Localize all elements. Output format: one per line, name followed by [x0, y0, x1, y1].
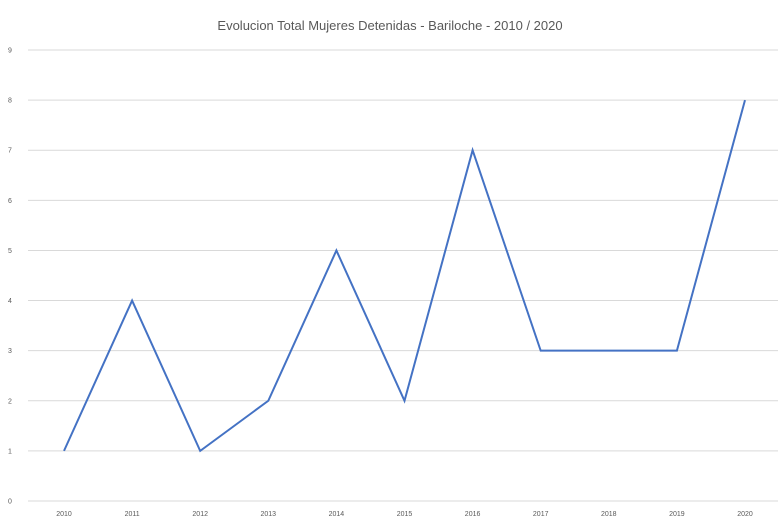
chart-title: Evolucion Total Mujeres Detenidas - Bari…	[217, 18, 563, 33]
x-tick-label: 2010	[56, 511, 72, 518]
x-tick-label: 2020	[737, 511, 753, 518]
x-tick-label: 2011	[125, 511, 140, 518]
x-tick-label: 2015	[397, 511, 413, 518]
x-tick-label: 2019	[669, 511, 685, 518]
x-tick-label: 2017	[533, 511, 549, 518]
y-tick-label: 7	[8, 148, 12, 155]
x-tick-label: 2016	[465, 511, 481, 518]
y-tick-label: 4	[8, 298, 12, 305]
series-line	[63, 99, 746, 453]
y-tick-label: 8	[8, 98, 12, 105]
x-tick-label: 2014	[329, 511, 345, 518]
y-tick-label: 3	[8, 348, 12, 355]
x-tick-label: 2013	[261, 511, 277, 518]
y-tick-label: 9	[8, 48, 12, 55]
x-tick-label: 2018	[601, 511, 617, 518]
y-tick-label: 2	[8, 398, 12, 405]
y-tick-label: 6	[8, 198, 12, 205]
y-tick-label: 5	[8, 248, 12, 255]
y-tick-label: 0	[8, 499, 12, 506]
y-tick-label: 1	[8, 448, 12, 455]
x-tick-label: 2012	[192, 511, 208, 518]
